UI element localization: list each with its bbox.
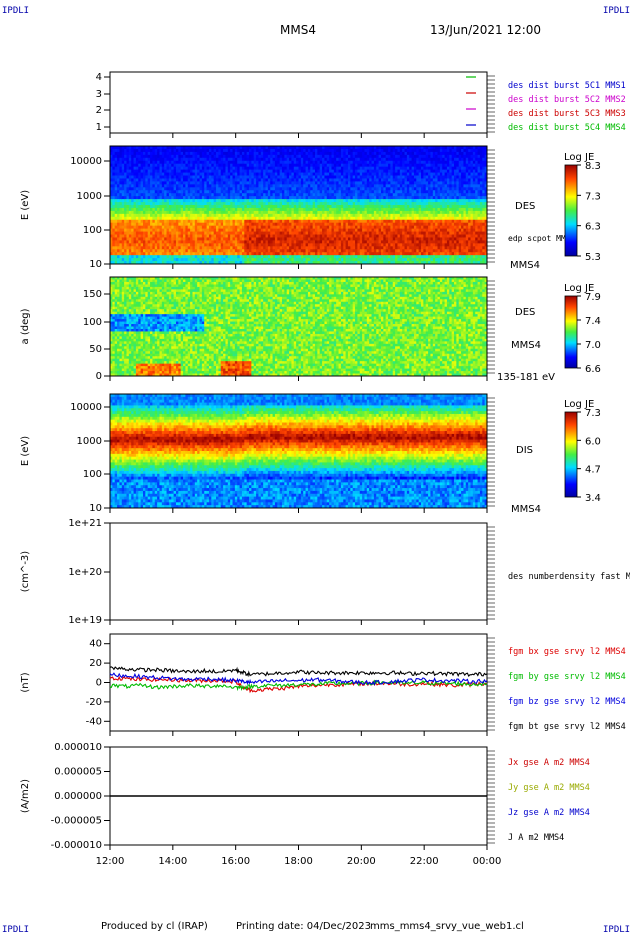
corner-label-br: IPDLI <box>603 925 630 934</box>
corner-label-bl: IPDLI <box>2 925 29 934</box>
datetime-title: 13/Jun/2021 12:00 <box>430 23 541 37</box>
legend-entry-burst: des dist burst 5C3 MMS3 <box>508 109 626 119</box>
y-tick-label-burst: 4 <box>96 72 102 83</box>
y-tick-label-burst: 2 <box>96 105 102 116</box>
corner-label-tl: IPDLI <box>2 6 29 16</box>
legend-entry-burst: des dist burst 5C4 MMS4 <box>508 123 626 133</box>
legend-entry-burst: des dist burst 5C1 MMS1 <box>508 81 626 91</box>
panel-frame-burst <box>110 72 487 133</box>
spacecraft-title: MMS4 <box>280 23 316 37</box>
legend-entry-burst: des dist burst 5C2 MMS2 <box>508 95 626 105</box>
corner-label-tr: IPDLI <box>603 6 630 16</box>
panels-group: 4 3 2 1 des dist burst 5C1 MMS1 des dist burs… <box>20 72 630 867</box>
y-tick-label-burst: 3 <box>96 89 102 100</box>
y-tick-label-burst: 1 <box>96 122 102 133</box>
